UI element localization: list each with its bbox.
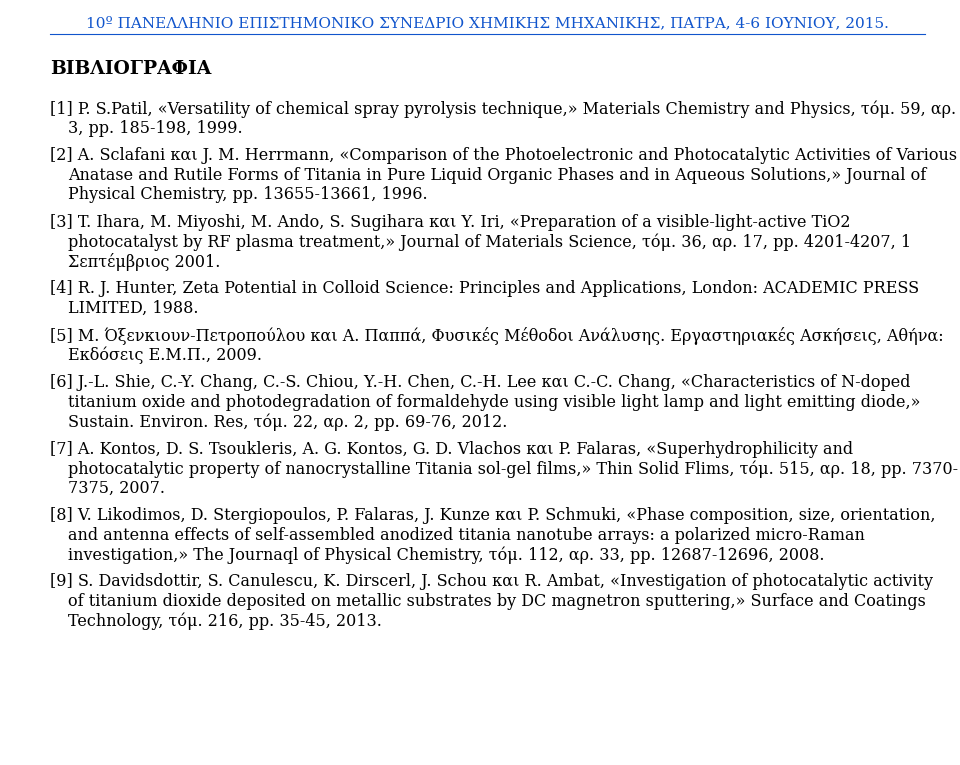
Text: [4] R. J. Hunter, Zeta Potential in Colloid Science: Principles and Applications: [4] R. J. Hunter, Zeta Potential in Coll… xyxy=(50,280,919,297)
Text: investigation,» The Journaql of Physical Chemistry, τόμ. 112, αρ. 33, pp. 12687-: investigation,» The Journaql of Physical… xyxy=(68,546,825,564)
Text: 3, pp. 185-198, 1999.: 3, pp. 185-198, 1999. xyxy=(68,119,243,136)
Text: Technology, τόμ. 216, pp. 35-45, 2013.: Technology, τόμ. 216, pp. 35-45, 2013. xyxy=(68,613,382,630)
Text: Anatase and Rutile Forms of Titania in Pure Liquid Organic Phases and in Aqueous: Anatase and Rutile Forms of Titania in P… xyxy=(68,167,926,184)
Text: photocatalyst by RF plasma treatment,» Journal of Materials Science, τόμ. 36, αρ: photocatalyst by RF plasma treatment,» J… xyxy=(68,233,911,250)
Text: ΒΙΒΛΙΟΓΡΑΦΙΑ: ΒΙΒΛΙΟΓΡΑΦΙΑ xyxy=(50,60,211,78)
Text: Sustain. Environ. Res, τόμ. 22, αρ. 2, pp. 69-76, 2012.: Sustain. Environ. Res, τόμ. 22, αρ. 2, p… xyxy=(68,413,508,431)
Text: [5] M. Όξενκιουν-Πετροπούλου και Α. Παππά, Φυσικές Μέθοδοι Ανάλυσης. Εργαστηριακ: [5] M. Όξενκιουν-Πετροπούλου και Α. Παππ… xyxy=(50,327,944,345)
Text: of titanium dioxide deposited on metallic substrates by DC magnetron sputtering,: of titanium dioxide deposited on metalli… xyxy=(68,593,925,610)
Text: and antenna effects of self-assembled anodized titania nanotube arrays: a polari: and antenna effects of self-assembled an… xyxy=(68,526,865,543)
Text: [1] P. S.Patil, «Versatility of chemical spray pyrolysis technique,» Materials C: [1] P. S.Patil, «Versatility of chemical… xyxy=(50,100,956,118)
Text: 10º ΠΑΝΕΛΛΗΝΙΟ ΕΠΙΣΤΗΜΟΝΙΚΟ ΣΥΝΕΔΡΙΟ ΧΗΜΙΚΗΣ ΜΗΧΑΝΙΚΗΣ, ΠΑΤΡΑ, 4-6 ΙΟΥΝΙΟΥ, 2015: 10º ΠΑΝΕΛΛΗΝΙΟ ΕΠΙΣΤΗΜΟΝΙΚΟ ΣΥΝΕΔΡΙΟ ΧΗΜ… xyxy=(86,16,889,30)
Text: [6] J.-L. Shie, C.-Y. Chang, C.-S. Chiou, Y.-H. Chen, C.-H. Lee και C.-C. Chang,: [6] J.-L. Shie, C.-Y. Chang, C.-S. Chiou… xyxy=(50,374,910,391)
Text: LIMITED, 1988.: LIMITED, 1988. xyxy=(68,300,199,317)
Text: [8] V. Likodimos, D. Stergiopoulos, P. Falaras, J. Kunze και P. Schmuki, «Phase : [8] V. Likodimos, D. Stergiopoulos, P. F… xyxy=(50,507,935,524)
Text: Physical Chemistry, pp. 13655-13661, 1996.: Physical Chemistry, pp. 13655-13661, 199… xyxy=(68,186,427,203)
Text: [2] A. Sclafani και J. M. Herrmann, «Comparison of the Photoelectronic and Photo: [2] A. Sclafani και J. M. Herrmann, «Com… xyxy=(50,147,957,164)
Text: photocatalytic property of nanocrystalline Titania sol-gel films,» Thin Solid Fl: photocatalytic property of nanocrystalli… xyxy=(68,460,958,477)
Text: titanium oxide and photodegradation of formaldehyde using visible light lamp and: titanium oxide and photodegradation of f… xyxy=(68,393,921,411)
Text: Σεπτέμβριος 2001.: Σεπτέμβριος 2001. xyxy=(68,252,221,271)
Text: [9] S. Davidsdottir, S. Canulescu, K. Dirscerl, J. Schou και R. Ambat, «Investig: [9] S. Davidsdottir, S. Canulescu, K. Di… xyxy=(50,574,933,591)
Text: [7] A. Kontos, D. S. Tsoukleris, A. G. Kontos, G. D. Vlachos και P. Falaras, «Su: [7] A. Kontos, D. S. Tsoukleris, A. G. K… xyxy=(50,441,853,457)
Text: Εκδόσεις Ε.Μ.Π., 2009.: Εκδόσεις Ε.Μ.Π., 2009. xyxy=(68,347,262,364)
Text: 7375, 2007.: 7375, 2007. xyxy=(68,480,165,496)
Text: [3] T. Ihara, M. Miyoshi, M. Ando, S. Sugihara και Y. Iri, «Preparation of a vis: [3] T. Ihara, M. Miyoshi, M. Ando, S. Su… xyxy=(50,213,851,230)
